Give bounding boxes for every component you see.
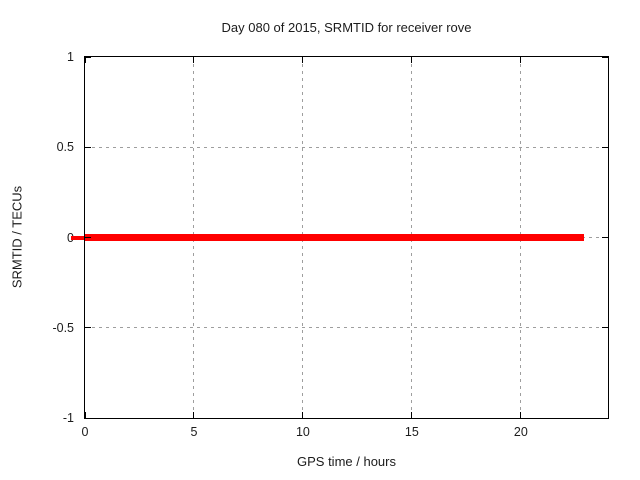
gridline-y-0.5 bbox=[85, 146, 608, 148]
x-tick-label-10: 10 bbox=[295, 425, 310, 439]
x-tick-top-20 bbox=[520, 57, 522, 63]
x-tick-top-0 bbox=[84, 57, 86, 63]
y-tick-left-0.5 bbox=[85, 146, 91, 148]
x-tick-label-0: 0 bbox=[81, 425, 89, 439]
x-tick-bottom-10 bbox=[302, 412, 304, 418]
x-tick-bottom-5 bbox=[193, 412, 195, 418]
x-tick-label-15: 15 bbox=[404, 425, 419, 439]
y-tick-left-1 bbox=[85, 56, 91, 58]
chart-title: Day 080 of 2015, SRMTID for receiver rov… bbox=[221, 20, 472, 35]
x-tick-label-20: 20 bbox=[513, 425, 528, 439]
x-tick-top-5 bbox=[193, 57, 195, 63]
plot-area bbox=[71, 56, 609, 419]
y-tick-right-0 bbox=[602, 237, 608, 238]
y-tick-left-0 bbox=[85, 237, 91, 238]
y-tick-right-0.5 bbox=[602, 146, 608, 148]
y-tick-label-0: 0 bbox=[18, 230, 74, 246]
gridline-y--0.5 bbox=[85, 327, 608, 329]
y-tick-label--1: -1 bbox=[62, 411, 74, 425]
y-tick-label--0.5: -0.5 bbox=[52, 320, 74, 335]
series-line-srmtid bbox=[85, 234, 585, 241]
y-tick-label-0.5: 0.5 bbox=[56, 140, 74, 155]
y-tick-right--0.5 bbox=[602, 327, 608, 329]
plot-canvas bbox=[71, 56, 608, 419]
y-tick-right--1 bbox=[602, 417, 608, 419]
x-tick-bottom-15 bbox=[411, 412, 413, 418]
x-tick-top-10 bbox=[302, 57, 304, 63]
x-tick-bottom-0 bbox=[84, 412, 86, 418]
x-axis-label: GPS time / hours bbox=[297, 454, 396, 469]
x-tick-bottom-20 bbox=[520, 412, 522, 418]
x-tick-top-15 bbox=[411, 57, 413, 63]
y-tick-label-1: 1 bbox=[67, 50, 74, 64]
y-tick-right-1 bbox=[602, 56, 608, 58]
y-tick-left--1 bbox=[85, 417, 91, 419]
y-tick-left--0.5 bbox=[85, 327, 91, 329]
x-tick-label-5: 5 bbox=[190, 425, 198, 439]
zero-axis-overhang bbox=[71, 235, 84, 240]
